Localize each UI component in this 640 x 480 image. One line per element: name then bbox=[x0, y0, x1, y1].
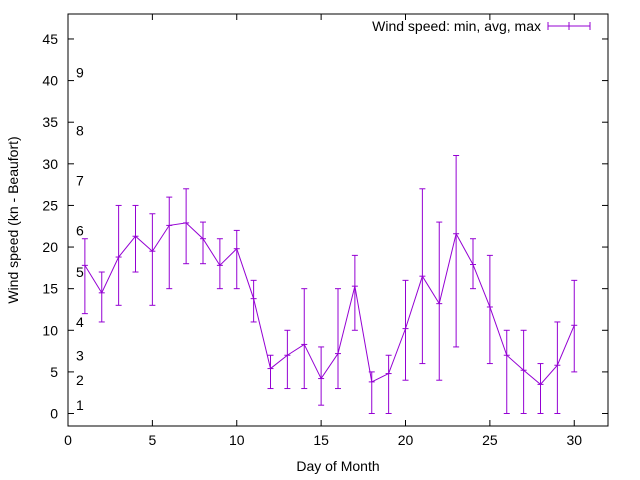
legend-sample-errorbar bbox=[547, 22, 591, 30]
beaufort-label: 5 bbox=[76, 264, 84, 280]
x-tick-label: 10 bbox=[229, 432, 245, 448]
x-tick-label: 15 bbox=[313, 432, 329, 448]
y-tick-label: 5 bbox=[50, 364, 58, 380]
plot-frame bbox=[67, 13, 609, 427]
y-tick-label: 45 bbox=[42, 31, 58, 47]
average-line bbox=[84, 222, 575, 386]
beaufort-label: 8 bbox=[76, 123, 84, 139]
beaufort-scale-labels: 1 2 3 4 5 6 7 8 9 bbox=[76, 64, 84, 413]
y-tick-label: 40 bbox=[42, 73, 58, 89]
beaufort-label: 6 bbox=[76, 222, 84, 238]
y-tick-label: 10 bbox=[42, 322, 58, 338]
beaufort-label: 2 bbox=[76, 372, 84, 388]
y-tick-label: 35 bbox=[42, 114, 58, 130]
x-tick-label: 20 bbox=[398, 432, 414, 448]
x-tick-label: 5 bbox=[148, 432, 156, 448]
beaufort-label: 3 bbox=[76, 347, 84, 363]
beaufort-label: 1 bbox=[76, 397, 84, 413]
y-axis-label: Wind speed (kn - Beaufort) bbox=[5, 136, 21, 303]
y-tick-label: 25 bbox=[42, 197, 58, 213]
y-tick-label: 0 bbox=[50, 406, 58, 422]
x-axis-ticks: 0 5 10 15 20 25 30 bbox=[64, 14, 582, 448]
x-tick-label: 0 bbox=[64, 432, 72, 448]
legend-label: Wind speed: min, avg, max bbox=[372, 18, 541, 34]
beaufort-label: 4 bbox=[76, 314, 84, 330]
beaufort-label: 7 bbox=[76, 172, 84, 188]
beaufort-label: 9 bbox=[76, 64, 84, 80]
y-tick-label: 20 bbox=[42, 239, 58, 255]
x-tick-label: 25 bbox=[482, 432, 498, 448]
avg-series-line bbox=[84, 222, 575, 386]
error-bars bbox=[81, 154, 578, 415]
y-tick-label: 30 bbox=[42, 156, 58, 172]
y-tick-label: 15 bbox=[42, 281, 58, 297]
legend: Wind speed: min, avg, max bbox=[372, 18, 591, 34]
x-tick-label: 30 bbox=[566, 432, 582, 448]
x-axis-label: Day of Month bbox=[296, 458, 379, 474]
